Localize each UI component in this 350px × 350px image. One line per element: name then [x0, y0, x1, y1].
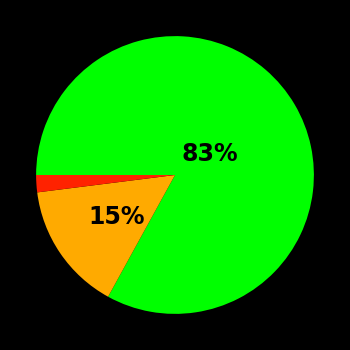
- Wedge shape: [36, 36, 314, 314]
- Wedge shape: [37, 175, 175, 297]
- Text: 15%: 15%: [89, 205, 145, 229]
- Text: 83%: 83%: [181, 142, 238, 166]
- Wedge shape: [36, 175, 175, 192]
